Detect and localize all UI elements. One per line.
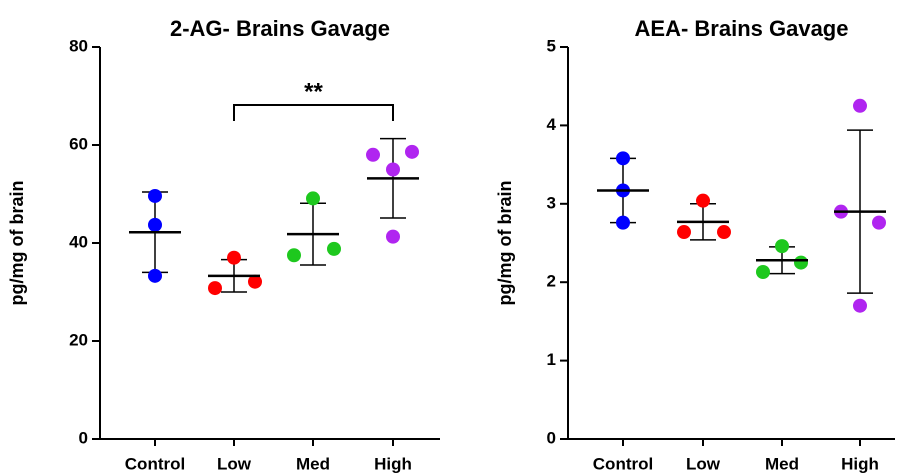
y-axis-label: pg/mg of brain — [495, 181, 515, 306]
data-point — [717, 225, 731, 240]
y-tick-label: 20 — [69, 330, 88, 349]
y-tick-label: 40 — [69, 232, 88, 251]
x-tick-label: Low — [217, 454, 252, 473]
data-point — [208, 281, 222, 296]
y-tick-label: 0 — [547, 428, 556, 447]
data-point — [306, 191, 320, 206]
x-tick-label: Low — [686, 454, 721, 473]
significance-bracket — [233, 104, 394, 121]
y-tick-label: 80 — [69, 36, 88, 55]
chart-title: 2-AG- Brains Gavage — [170, 16, 390, 41]
data-point — [872, 215, 886, 230]
data-point — [248, 274, 262, 289]
x-tick-label: Control — [593, 454, 653, 473]
data-point — [616, 151, 630, 166]
y-tick-label: 60 — [69, 134, 88, 153]
y-tick-label: 5 — [547, 36, 556, 55]
y-tick-label: 2 — [547, 272, 556, 291]
y-tick-label: 4 — [547, 115, 557, 134]
data-point — [405, 144, 419, 159]
data-point — [287, 248, 301, 263]
data-point — [677, 225, 691, 240]
data-point — [148, 217, 162, 232]
data-point — [386, 229, 400, 244]
data-point — [148, 268, 162, 283]
data-point — [148, 188, 162, 203]
x-tick-label: Med — [765, 454, 799, 473]
y-axis-label: pg/mg of brain — [7, 181, 27, 306]
significance-label: ** — [304, 78, 323, 105]
data-point — [616, 215, 630, 230]
chart-title: AEA- Brains Gavage — [635, 16, 849, 41]
data-point — [853, 98, 867, 113]
data-point — [327, 241, 341, 256]
data-point — [227, 250, 241, 265]
data-point — [853, 298, 867, 313]
data-point — [386, 162, 400, 177]
y-tick-label: 1 — [547, 350, 556, 369]
x-tick-label: High — [374, 454, 412, 473]
data-point — [794, 255, 808, 270]
data-point — [366, 147, 380, 162]
y-tick-label: 3 — [547, 193, 556, 212]
data-point — [775, 239, 789, 254]
x-tick-label: High — [841, 454, 879, 473]
data-point — [696, 193, 710, 208]
x-tick-label: Med — [296, 454, 330, 473]
y-tick-label: 0 — [79, 428, 88, 447]
data-point — [756, 265, 770, 280]
x-tick-label: Control — [125, 454, 185, 473]
